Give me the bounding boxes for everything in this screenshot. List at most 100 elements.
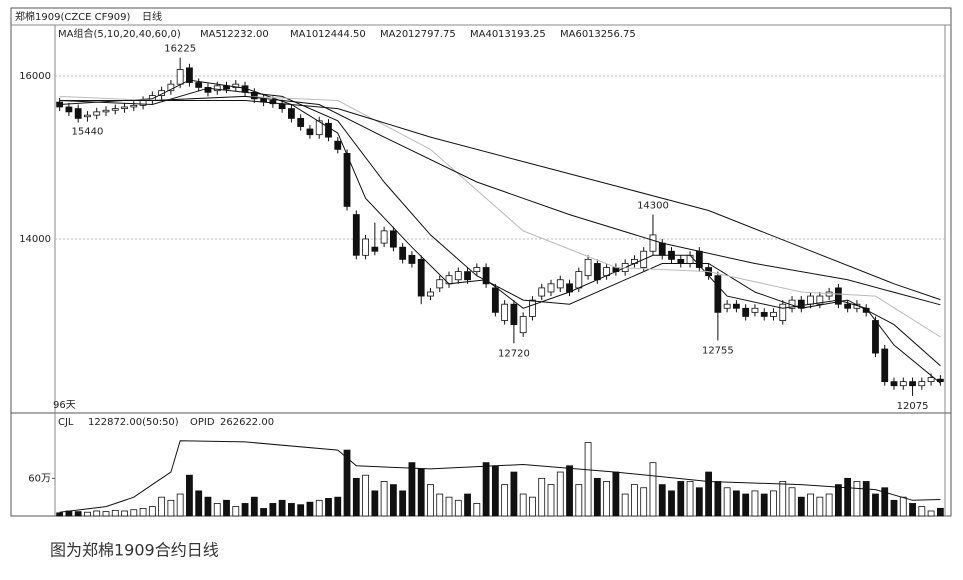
volume-bar <box>250 496 258 517</box>
y-tick-label: 14000 <box>19 234 51 245</box>
volume-bar <box>288 503 295 517</box>
volume-bar <box>454 499 462 517</box>
candle-body <box>111 108 119 111</box>
period: 日线 <box>142 10 162 23</box>
volume-bar <box>723 487 731 517</box>
days-label: 96天 <box>53 400 76 411</box>
candle-body <box>834 287 842 305</box>
volume-bar <box>640 487 648 517</box>
volume-bar <box>612 471 620 517</box>
legend-value: 12797.75 <box>408 29 456 40</box>
volume-bar <box>936 507 944 517</box>
candle-body <box>269 100 277 105</box>
legend-name: MA5 <box>200 29 222 40</box>
candle-body <box>250 91 258 100</box>
candle-body <box>389 230 397 248</box>
volume-bar <box>733 490 740 517</box>
volume-bar <box>464 493 471 517</box>
volume-bar <box>529 496 536 517</box>
ma-line <box>59 100 941 301</box>
candle-body <box>751 307 759 313</box>
volume-bar <box>176 493 184 517</box>
volume-bar <box>501 484 509 517</box>
candle-body <box>204 87 212 93</box>
volume-bar <box>473 503 481 517</box>
candle-body <box>84 114 91 118</box>
candle-body <box>436 279 444 289</box>
vol-name: CJL <box>58 417 74 428</box>
price-annotation: 16225 <box>164 44 196 55</box>
legend-value: 13256.75 <box>588 29 636 40</box>
candle-body <box>454 271 462 281</box>
candle-body <box>408 254 416 264</box>
volume-bar <box>408 462 416 517</box>
volume-bar <box>195 490 203 517</box>
candle-body <box>325 122 332 138</box>
legend-name: MA40 <box>470 29 498 40</box>
volume-bar <box>167 499 175 517</box>
candle-body <box>121 106 128 110</box>
candle-body <box>927 377 935 383</box>
candle-body <box>278 103 286 110</box>
volume-bar <box>204 496 212 517</box>
price-annotation: 14300 <box>637 201 669 212</box>
volume-bar <box>445 496 453 517</box>
volume-bar <box>519 493 527 517</box>
volume-bar <box>130 509 138 517</box>
candle-body <box>538 287 546 297</box>
volume-bar <box>556 471 564 517</box>
candle-body <box>547 283 555 293</box>
legend-name: MA20 <box>380 29 408 40</box>
frame <box>10 7 952 517</box>
volume-bar <box>334 496 342 517</box>
volume-bar <box>232 506 240 517</box>
volume-bar <box>427 484 434 517</box>
volume-bar <box>797 496 805 517</box>
candle-body <box>352 214 360 256</box>
candle-body <box>65 106 73 113</box>
candle-body <box>723 303 731 309</box>
candle-body <box>288 108 295 119</box>
price-annotation: 12755 <box>702 345 734 356</box>
volume-bar <box>834 484 842 517</box>
candle-body <box>807 295 814 305</box>
volume-bar <box>139 508 147 517</box>
volume-bar <box>668 490 675 517</box>
volume-bar <box>315 499 323 517</box>
volume-bar <box>927 510 935 517</box>
volume-bar <box>56 512 64 517</box>
candle-body <box>584 258 592 277</box>
volume-bar <box>278 499 286 517</box>
volume-bar <box>909 503 916 517</box>
volume-bar <box>593 477 601 517</box>
volume-bar <box>649 462 657 517</box>
candle-body <box>844 303 852 309</box>
candle-body <box>195 82 203 88</box>
legend-name: MA60 <box>560 29 588 40</box>
volume-bar <box>742 493 750 517</box>
candle-body <box>519 316 527 334</box>
volume-bar <box>918 506 926 517</box>
candle-body <box>890 381 898 387</box>
candle-body <box>529 299 536 317</box>
volume-bar <box>269 503 277 517</box>
candle-body <box>501 303 509 321</box>
volume-bar <box>93 510 101 517</box>
volume-bar <box>482 462 490 517</box>
volume-bar <box>872 493 879 517</box>
candle-body <box>232 83 240 88</box>
volume-bar <box>770 490 777 517</box>
opid-line <box>59 440 941 513</box>
candle-body <box>371 246 379 252</box>
candle-body <box>399 246 407 260</box>
candle-body <box>130 104 138 108</box>
volume-bar <box>751 490 759 517</box>
price-annotation: 12720 <box>498 348 530 359</box>
candle-body <box>491 287 499 313</box>
candle-body <box>93 111 101 116</box>
title: 郑棉1909(CZCE CF909) <box>15 10 130 23</box>
volume-bar <box>343 449 351 517</box>
volume-bar <box>306 501 314 517</box>
volume-bar <box>158 496 166 517</box>
